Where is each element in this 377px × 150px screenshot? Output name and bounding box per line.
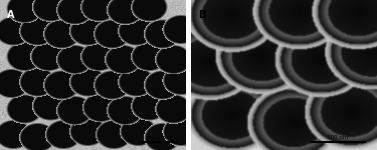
Text: 1 μm: 1 μm	[152, 135, 166, 140]
Text: B: B	[199, 11, 206, 21]
Text: A: A	[8, 11, 15, 21]
Text: 500 nm: 500 nm	[327, 135, 349, 140]
